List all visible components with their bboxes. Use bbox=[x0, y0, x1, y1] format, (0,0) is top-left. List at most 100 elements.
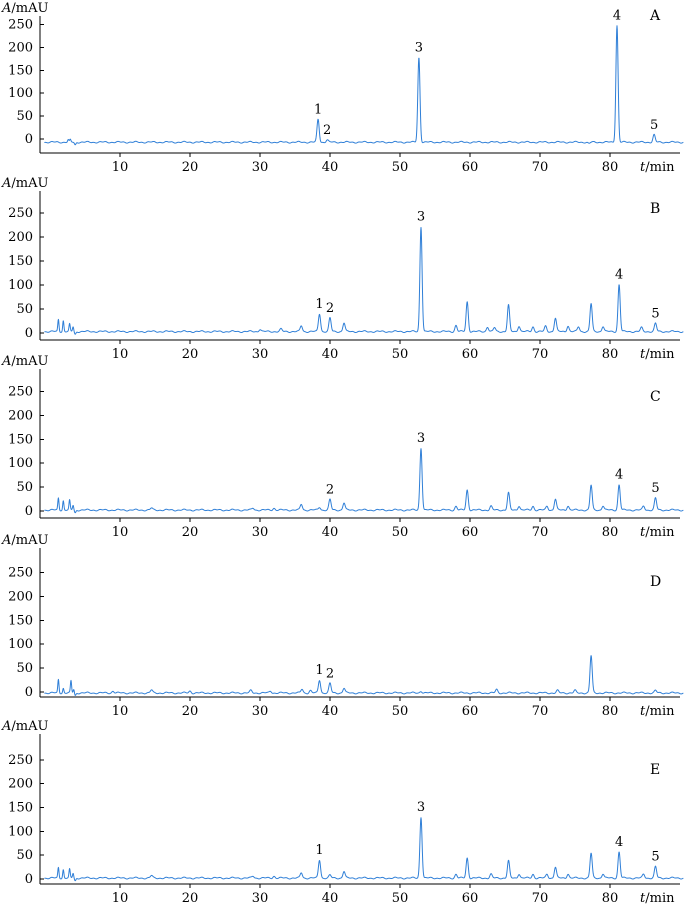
x-tick-label: 50 bbox=[392, 347, 409, 362]
y-axis-title-symbol: A bbox=[1, 533, 11, 548]
x-tick-label: 20 bbox=[182, 160, 199, 175]
y-tick-label: 0 bbox=[25, 132, 33, 147]
x-tick-label: 30 bbox=[252, 525, 269, 540]
panel-letter: A bbox=[649, 8, 661, 24]
panel-E: A/mAU 0 50 100 150 200 250 10 20 30 40 50 60 70 80 t/mi… bbox=[1, 719, 684, 906]
y-axis-title: A/mAU bbox=[1, 176, 48, 191]
x-tick-label: 10 bbox=[112, 704, 129, 719]
peak-label-2: 2 bbox=[326, 483, 334, 498]
y-tick-label: 250 bbox=[8, 385, 33, 400]
y-axis-title-unit: /mAU bbox=[11, 354, 48, 369]
peak-label-1: 1 bbox=[315, 663, 323, 678]
peak-label-3: 3 bbox=[417, 800, 425, 815]
x-tick-label: 70 bbox=[532, 347, 549, 362]
panel-letter: C bbox=[650, 389, 661, 405]
panel-letter: D bbox=[650, 574, 661, 590]
y-tick-label: 50 bbox=[16, 302, 33, 317]
peak-label-1: 1 bbox=[314, 102, 322, 117]
peak-label-5: 5 bbox=[651, 306, 659, 321]
y-tick-label: 0 bbox=[25, 872, 33, 887]
y-axis-title: A/mAU bbox=[1, 719, 48, 734]
x-axis-title: t/min bbox=[640, 891, 675, 906]
y-tick-label: 150 bbox=[8, 63, 33, 78]
y-axis-title-unit: /mAU bbox=[11, 719, 48, 734]
x-tick-label: 80 bbox=[602, 160, 619, 175]
x-axis-title: t/min bbox=[640, 347, 675, 362]
y-axis-title-symbol: A bbox=[1, 176, 11, 191]
y-tick-label: 50 bbox=[16, 480, 33, 495]
x-tick-label: 20 bbox=[182, 525, 199, 540]
y-tick-label: 100 bbox=[8, 86, 33, 101]
y-axis-title-unit: /mAU bbox=[11, 533, 48, 548]
chromatogram-trace bbox=[44, 817, 684, 882]
peak-label-4: 4 bbox=[615, 835, 623, 850]
x-tick-label: 10 bbox=[112, 525, 129, 540]
y-tick-label: 100 bbox=[8, 456, 33, 471]
x-tick-label: 60 bbox=[462, 525, 479, 540]
x-tick-label: 20 bbox=[182, 347, 199, 362]
y-tick-label: 150 bbox=[8, 613, 33, 628]
x-axis-title-unit: /min bbox=[645, 704, 675, 719]
y-tick-label: 100 bbox=[8, 278, 33, 293]
peak-label-3: 3 bbox=[415, 40, 423, 55]
x-axis-title-unit: /min bbox=[645, 347, 675, 362]
x-axis-title-symbol: t bbox=[640, 347, 646, 362]
panel-A: A/mAU 0 50 100 150 200 250 10 20 30 40 50 60 70 80 t/mi… bbox=[1, 1, 684, 175]
y-tick-label: 150 bbox=[8, 432, 33, 447]
x-tick-label: 20 bbox=[182, 704, 199, 719]
y-tick-label: 200 bbox=[8, 777, 33, 792]
x-tick-label: 10 bbox=[112, 891, 129, 906]
x-tick-label: 50 bbox=[392, 525, 409, 540]
y-axis-title: A/mAU bbox=[1, 1, 48, 16]
x-tick-label: 50 bbox=[392, 891, 409, 906]
x-tick-label: 70 bbox=[532, 525, 549, 540]
x-tick-label: 30 bbox=[252, 891, 269, 906]
peak-label-3: 3 bbox=[417, 431, 425, 446]
x-tick-label: 60 bbox=[462, 891, 479, 906]
chromatogram-trace bbox=[44, 655, 684, 696]
y-tick-label: 250 bbox=[8, 566, 33, 581]
peak-label-2: 2 bbox=[323, 123, 331, 138]
peak-label-1: 1 bbox=[315, 297, 323, 312]
x-tick-label: 40 bbox=[322, 525, 339, 540]
y-axis-title-symbol: A bbox=[1, 719, 11, 734]
x-tick-label: 70 bbox=[532, 891, 549, 906]
y-tick-label: 0 bbox=[25, 504, 33, 519]
peak-label-2: 2 bbox=[326, 301, 334, 316]
x-tick-label: 80 bbox=[602, 704, 619, 719]
peak-label-5: 5 bbox=[650, 118, 658, 133]
x-tick-label: 30 bbox=[252, 347, 269, 362]
y-tick-label: 100 bbox=[8, 824, 33, 839]
y-axis-title-symbol: A bbox=[1, 1, 11, 16]
y-tick-label: 200 bbox=[8, 408, 33, 423]
peak-label-4: 4 bbox=[615, 468, 623, 483]
y-tick-label: 0 bbox=[25, 685, 33, 700]
y-axis-title-unit: /mAU bbox=[11, 176, 48, 191]
y-tick-label: 200 bbox=[8, 230, 33, 245]
peak-label-2: 2 bbox=[326, 666, 334, 681]
y-tick-label: 50 bbox=[16, 848, 33, 863]
peak-label-4: 4 bbox=[615, 267, 623, 282]
x-tick-label: 30 bbox=[252, 704, 269, 719]
y-tick-label: 250 bbox=[8, 18, 33, 33]
x-tick-label: 40 bbox=[322, 347, 339, 362]
chromatogram-trace bbox=[44, 25, 684, 146]
y-tick-label: 100 bbox=[8, 637, 33, 652]
x-axis-title-symbol: t bbox=[640, 704, 646, 719]
peak-label-4: 4 bbox=[613, 8, 621, 23]
x-axis-title: t/min bbox=[640, 704, 675, 719]
x-tick-label: 60 bbox=[462, 347, 479, 362]
x-tick-label: 40 bbox=[322, 704, 339, 719]
chromatogram-trace bbox=[44, 448, 684, 514]
x-tick-label: 80 bbox=[602, 525, 619, 540]
y-tick-label: 50 bbox=[16, 109, 33, 124]
panel-letter: E bbox=[650, 762, 660, 778]
x-tick-label: 70 bbox=[532, 704, 549, 719]
y-tick-label: 0 bbox=[25, 326, 33, 341]
x-tick-label: 60 bbox=[462, 704, 479, 719]
y-tick-label: 200 bbox=[8, 40, 33, 55]
x-tick-label: 40 bbox=[322, 891, 339, 906]
x-axis-title-symbol: t bbox=[640, 160, 646, 175]
y-tick-label: 150 bbox=[8, 800, 33, 815]
